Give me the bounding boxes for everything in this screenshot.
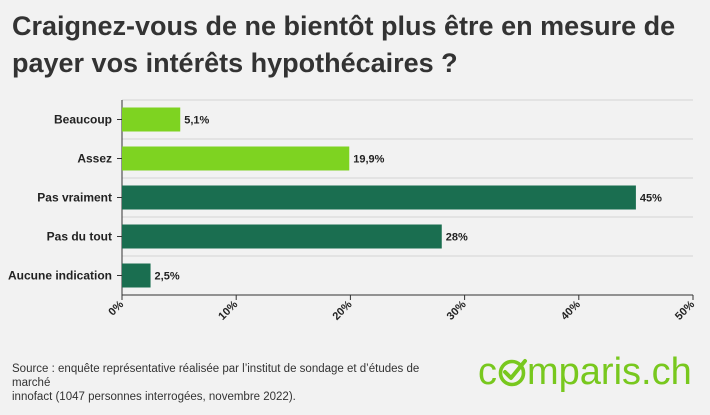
logo-text-end: mparis.ch <box>527 351 692 393</box>
comparis-logo: c mparis.ch <box>478 351 692 393</box>
bar <box>122 107 181 132</box>
x-tick-label: 50% <box>673 298 697 322</box>
category-label: Assez <box>77 152 112 166</box>
bar <box>122 146 350 171</box>
logo-text-start: c <box>478 351 497 393</box>
data-label: 45% <box>640 193 662 205</box>
data-label: 5,1% <box>184 115 209 127</box>
bar <box>122 224 442 249</box>
x-tick-label: 10% <box>216 298 240 322</box>
x-tick-label: 40% <box>559 298 583 322</box>
chart-title: Craignez-vous de ne bientôt plus être en… <box>12 11 676 78</box>
logo-check-o-icon <box>498 359 527 387</box>
x-tick-label: 30% <box>445 298 469 322</box>
category-label: Aucune indication <box>8 269 112 283</box>
data-label: 28% <box>446 232 468 244</box>
data-label: 19,9% <box>353 154 384 166</box>
source-note: Source : enquête représentative réalisée… <box>12 362 452 404</box>
x-tick-label: 20% <box>330 298 354 322</box>
x-tick-label: 0% <box>106 298 126 318</box>
source-line-2: innofact (1047 personnes interrogées, no… <box>12 391 296 403</box>
source-line-1: Source : enquête représentative réalisée… <box>12 363 420 389</box>
bar <box>122 185 636 210</box>
category-label: Pas du tout <box>47 230 112 244</box>
data-label: 2,5% <box>155 271 180 283</box>
category-label: Beaucoup <box>54 113 112 127</box>
category-label: Pas vraiment <box>37 191 112 205</box>
bar <box>122 263 151 288</box>
